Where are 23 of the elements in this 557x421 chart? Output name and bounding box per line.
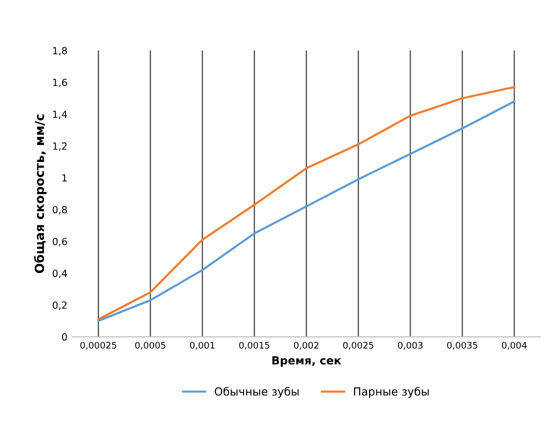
y-tick-label: 1,6 (53, 78, 67, 88)
x-tick-label: 0,0005 (135, 342, 166, 350)
x-tick-label: 0,0025 (343, 342, 374, 350)
y-tick-label: 0 (62, 333, 67, 341)
x-tick-label: 0,004 (502, 342, 527, 350)
y-tick-label: 0,2 (52, 301, 67, 310)
y-axis-title: Общая скорость, мм/с (34, 114, 47, 274)
legend-label: Парные зубы (354, 386, 429, 398)
x-tick-label: 0,003 (398, 342, 423, 350)
y-tick-label: 1 (62, 174, 67, 182)
y-tick-label: 0,8 (52, 206, 67, 214)
x-tick-label: 0,002 (294, 342, 318, 350)
x-tick-label: 0,00025 (80, 342, 116, 350)
y-tick-label: 0,6 (52, 238, 67, 246)
x-tick-label: 0,001 (190, 342, 214, 350)
x-tick-label: 0,0035 (447, 342, 478, 350)
y-tick-label: 1,2 (53, 142, 67, 151)
legend-label: Обычные зубы (214, 386, 299, 398)
y-tick-label: 0,4 (52, 270, 68, 278)
x-tick-label: 0,0015 (239, 342, 270, 350)
y-tick-label: 1,8 (53, 47, 67, 56)
x-axis-title: Время, сек (272, 356, 342, 367)
y-tick-label: 1,4 (53, 110, 68, 119)
